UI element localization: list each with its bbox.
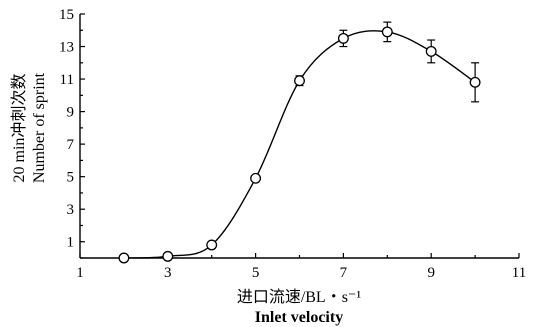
- y-tick-label: 3: [67, 202, 75, 218]
- y-tick-label: 11: [60, 72, 74, 88]
- y-tick-label: 15: [59, 7, 74, 23]
- x-tick-label: 11: [512, 265, 526, 281]
- data-point: [294, 75, 305, 87]
- data-point: [381, 26, 393, 38]
- fit-curve: [123, 30, 476, 259]
- y-axis-title-en: Number of sprint: [31, 72, 48, 183]
- data-point: [118, 252, 130, 264]
- x-tick-label: 7: [340, 265, 348, 281]
- data-markers: [118, 26, 481, 264]
- x-axis-title-en: Inlet velocity: [255, 309, 343, 326]
- data-point: [206, 239, 218, 251]
- data-point: [469, 76, 481, 88]
- y-tick-label: 13: [59, 40, 74, 56]
- y-tick-label: 1: [67, 235, 75, 251]
- y-axis-title: 20 min冲刺次数: [10, 74, 28, 183]
- y-tick-label: 5: [67, 170, 75, 186]
- data-point: [425, 45, 437, 57]
- x-tick-label: 9: [427, 265, 435, 281]
- data-point: [250, 172, 262, 184]
- data-point: [337, 32, 349, 44]
- x-axis-title: 进口流速/BL・s⁻¹: [237, 288, 362, 306]
- y-tick-label: 7: [67, 137, 75, 153]
- y-tick-label: 9: [67, 105, 75, 121]
- data-point: [162, 250, 174, 262]
- axes: [79, 14, 519, 259]
- x-tick-label: 5: [252, 265, 260, 281]
- x-tick-label: 1: [76, 265, 84, 281]
- x-ticks: 1 3 5 7 9 11: [76, 253, 526, 281]
- x-tick-label: 3: [164, 265, 172, 281]
